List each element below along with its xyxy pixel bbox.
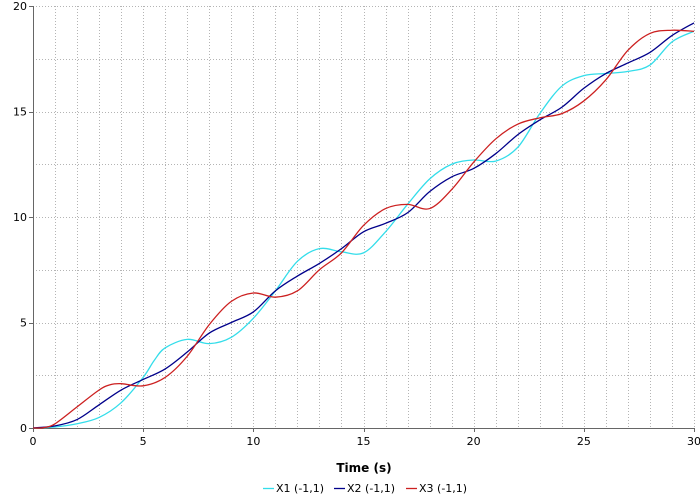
y-tick-labels: 0 5 10 15 20 bbox=[13, 0, 33, 435]
x-tick-labels: 0 5 10 15 20 25 30 bbox=[30, 428, 700, 448]
gridlines bbox=[33, 6, 695, 428]
x-tick-label: 30 bbox=[687, 435, 700, 448]
series-line-x3 bbox=[32, 29, 695, 429]
legend-label: X1 (-1,1) bbox=[276, 482, 324, 495]
legend: X1 (-1,1) X2 (-1,1) X3 (-1,1) bbox=[263, 482, 467, 495]
y-tick-label: 0 bbox=[20, 422, 27, 435]
x-tick-label: 25 bbox=[577, 435, 591, 448]
y-tick-label: 20 bbox=[13, 0, 27, 13]
y-tick-label: 10 bbox=[13, 211, 27, 224]
series-line-x1 bbox=[32, 30, 695, 429]
x-tick-label: 0 bbox=[30, 435, 37, 448]
series-line-x2 bbox=[32, 22, 695, 429]
y-tick-label: 15 bbox=[13, 106, 27, 119]
legend-label: X3 (-1,1) bbox=[419, 482, 467, 495]
series-lines bbox=[32, 22, 695, 429]
y-tick-label: 5 bbox=[20, 317, 27, 330]
legend-label: X2 (-1,1) bbox=[347, 482, 395, 495]
x-tick-label: 15 bbox=[357, 435, 371, 448]
x-axis-label: Time (s) bbox=[336, 461, 391, 475]
x-tick-label: 20 bbox=[467, 435, 481, 448]
x-tick-label: 10 bbox=[246, 435, 260, 448]
x-tick-label: 5 bbox=[140, 435, 147, 448]
